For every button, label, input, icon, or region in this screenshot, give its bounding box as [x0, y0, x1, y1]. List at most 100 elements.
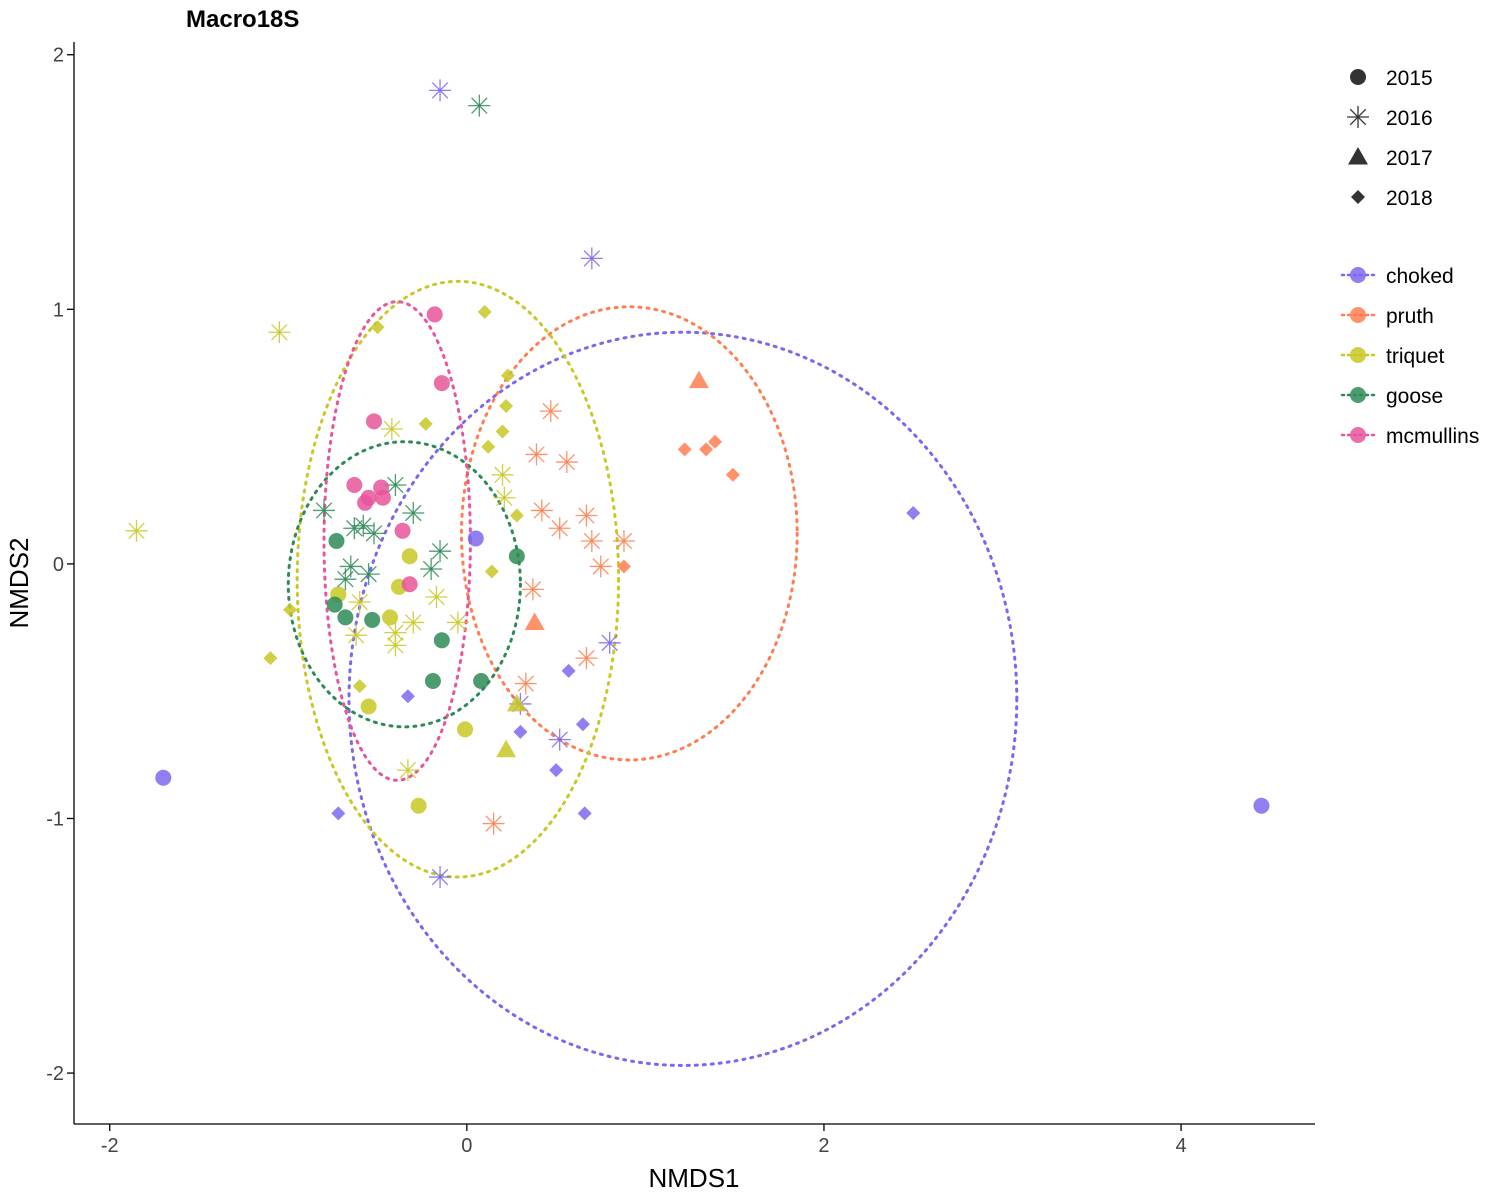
- ellipses-layer: [286, 279, 1019, 1067]
- point-triquet-diamond: [495, 424, 510, 439]
- y-axis-title: NMDS2: [4, 537, 34, 628]
- point-triquet-diamond: [509, 508, 524, 523]
- point-pruth-asterisk: [589, 555, 612, 578]
- point-mcmullins-circle: [374, 489, 391, 506]
- point-triquet-asterisk: [348, 591, 371, 614]
- point-pruth-asterisk: [539, 400, 562, 423]
- point-choked-asterisk: [548, 728, 571, 751]
- point-goose-circle: [337, 609, 354, 626]
- legend-key-asterisk: [1347, 106, 1369, 128]
- point-triquet-circle: [382, 609, 399, 626]
- x-axis-title: NMDS1: [648, 1163, 739, 1193]
- point-goose-asterisk: [343, 517, 366, 540]
- point-pruth-triangle: [688, 370, 709, 389]
- point-choked-diamond: [513, 724, 528, 739]
- legend-label-2015: 2015: [1386, 67, 1433, 90]
- legend: 2015 2016 2017 2018 choked pruth triquet goose m…: [1340, 67, 1479, 448]
- point-triquet-circle: [360, 698, 377, 715]
- point-triquet-triangle: [496, 739, 517, 758]
- legend-label-mcmullins: mcmullins: [1386, 425, 1479, 448]
- point-pruth-asterisk: [482, 812, 505, 835]
- point-choked-diamond: [400, 689, 415, 704]
- ellipse-choked: [347, 330, 1019, 1067]
- point-pruth-triangle: [524, 612, 545, 630]
- point-goose-circle: [364, 611, 381, 628]
- point-triquet-diamond: [263, 651, 278, 666]
- point-triquet-diamond: [484, 564, 499, 579]
- point-choked-asterisk: [429, 866, 452, 889]
- point-triquet-circle: [410, 797, 427, 814]
- x-tick-label: 0: [461, 1135, 472, 1157]
- legend-dot-choked: [1350, 267, 1366, 283]
- point-triquet-diamond: [283, 602, 298, 617]
- axes: [73, 42, 1315, 1125]
- point-triquet-diamond: [499, 399, 514, 414]
- y-tick-label: 1: [53, 299, 64, 321]
- point-triquet-asterisk: [446, 611, 469, 634]
- point-pruth-asterisk: [575, 647, 598, 670]
- point-choked-diamond: [906, 505, 921, 520]
- point-choked-diamond: [561, 663, 576, 678]
- point-goose-circle: [508, 548, 525, 565]
- point-triquet-asterisk: [125, 519, 148, 542]
- point-mcmullins-circle: [394, 522, 411, 539]
- y-tick-label: 0: [53, 554, 64, 576]
- point-pruth-asterisk: [548, 517, 571, 540]
- legend-label-triquet: triquet: [1386, 345, 1445, 368]
- point-mcmullins-circle: [357, 494, 374, 511]
- point-pruth-diamond: [677, 442, 692, 457]
- legend-label-goose: goose: [1386, 385, 1443, 408]
- point-goose-circle: [433, 632, 450, 649]
- ellipse-pruth: [459, 305, 799, 762]
- point-pruth-diamond: [616, 559, 631, 574]
- point-pruth-asterisk: [575, 504, 598, 527]
- y-tick-label: -2: [46, 1063, 64, 1085]
- point-triquet-asterisk: [402, 611, 425, 634]
- points-layer: [125, 79, 1270, 889]
- point-triquet-diamond: [477, 304, 492, 319]
- point-triquet-diamond: [418, 416, 433, 431]
- point-choked-circle: [155, 769, 172, 786]
- point-goose-circle: [473, 673, 490, 690]
- ellipse-goose: [286, 440, 522, 729]
- legend-label-2017: 2017: [1386, 147, 1433, 170]
- x-tick-label: 4: [1176, 1135, 1187, 1157]
- point-pruth-diamond: [699, 442, 714, 457]
- point-goose-asterisk: [352, 514, 375, 537]
- point-mcmullins-circle: [426, 306, 443, 323]
- point-triquet-diamond: [481, 439, 496, 454]
- legend-dot-triquet: [1350, 347, 1366, 363]
- point-choked-diamond: [575, 717, 590, 732]
- point-pruth-diamond: [708, 434, 723, 449]
- point-goose-asterisk: [312, 499, 335, 522]
- point-pruth-asterisk: [514, 672, 537, 695]
- x-tick-label: -2: [101, 1135, 119, 1157]
- point-goose-circle: [326, 596, 343, 613]
- legend-dot-mcmullins: [1350, 427, 1366, 443]
- point-goose-asterisk: [429, 540, 452, 563]
- point-choked-asterisk: [580, 247, 603, 270]
- point-triquet-asterisk: [493, 486, 516, 509]
- point-pruth-asterisk: [612, 529, 635, 552]
- point-mcmullins-circle: [365, 413, 382, 430]
- point-pruth-asterisk: [555, 451, 578, 474]
- legend-key-diamond: [1351, 190, 1365, 204]
- point-goose-asterisk: [357, 563, 380, 586]
- legend-label-2018: 2018: [1386, 187, 1433, 210]
- point-mcmullins-circle: [401, 576, 418, 593]
- point-triquet-circle: [401, 548, 418, 565]
- point-choked-diamond: [331, 806, 346, 821]
- point-triquet-asterisk: [425, 586, 448, 609]
- point-goose-circle: [328, 532, 345, 549]
- legend-label-pruth: pruth: [1386, 305, 1434, 328]
- point-triquet-asterisk: [345, 624, 368, 647]
- point-triquet-diamond: [500, 368, 515, 383]
- point-triquet-circle: [457, 721, 474, 738]
- ellipse-triquet: [295, 279, 621, 879]
- point-triquet-asterisk: [491, 463, 514, 486]
- legend-key-triangle: [1348, 147, 1368, 165]
- point-choked-circle: [1253, 797, 1270, 814]
- point-goose-asterisk: [468, 94, 491, 117]
- point-choked-diamond: [577, 806, 592, 821]
